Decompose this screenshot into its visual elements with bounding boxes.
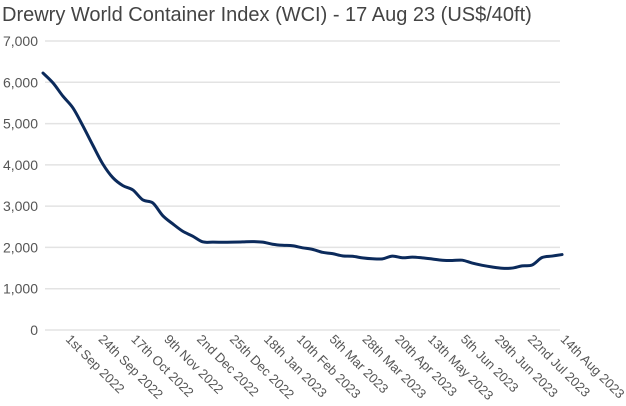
y-tick-label: 0 xyxy=(30,322,38,338)
y-tick-label: 2,000 xyxy=(3,239,38,255)
y-tick-label: 7,000 xyxy=(3,33,38,49)
y-tick-label: 5,000 xyxy=(3,116,38,132)
y-tick-label: 1,000 xyxy=(3,281,38,297)
y-tick-label: 4,000 xyxy=(3,157,38,173)
chart-title: Drewry World Container Index (WCI) - 17 … xyxy=(2,4,532,26)
y-tick-label: 3,000 xyxy=(3,198,38,214)
series-line xyxy=(41,71,564,270)
y-tick-label: 6,000 xyxy=(3,74,38,90)
